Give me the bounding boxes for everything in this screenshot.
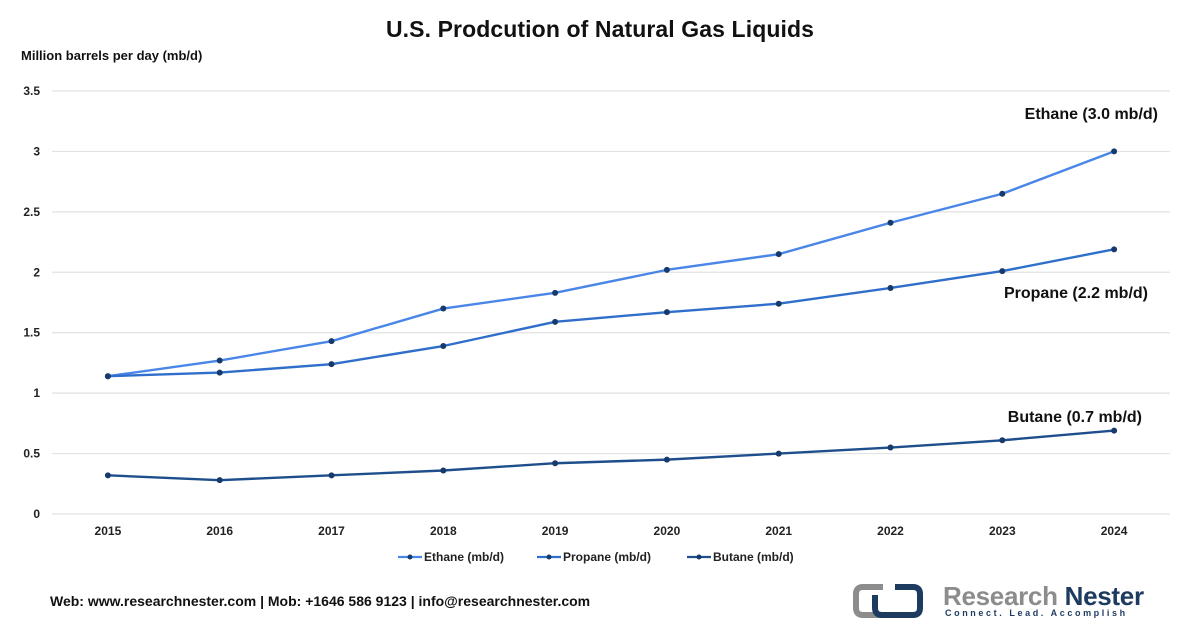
- x-tick-label: 2019: [542, 524, 569, 538]
- gridlines: [52, 90, 1170, 515]
- data-point: [663, 266, 670, 273]
- legend-label: Butane (mb/d): [713, 550, 794, 564]
- data-point: [440, 467, 447, 474]
- data-point: [999, 268, 1006, 275]
- data-point: [663, 456, 670, 463]
- legend-label: Propane (mb/d): [563, 550, 651, 564]
- series-annotation: Butane (0.7 mb/d): [1008, 409, 1142, 426]
- legend: Ethane (mb/d) Propane (mb/d) Butane (mb/d): [398, 550, 794, 564]
- y-tick-label: 0: [33, 507, 40, 521]
- x-tick-label: 2021: [765, 524, 792, 538]
- series-annotation: Ethane (3.0 mb/d): [1025, 106, 1158, 123]
- x-tick-label: 2015: [95, 524, 122, 538]
- data-point: [552, 289, 559, 296]
- legend-swatch-marker: [696, 554, 702, 560]
- series-annotations: Ethane (3.0 mb/d) Propane (2.2 mb/d) Butan…: [1004, 106, 1158, 426]
- series-line: [107, 429, 1115, 482]
- series-butane: [104, 427, 1118, 484]
- y-tick-label: 2: [33, 265, 40, 279]
- legend-label: Ethane (mb/d): [424, 550, 504, 564]
- data-point: [104, 472, 111, 479]
- data-point: [440, 343, 447, 350]
- logo-brand-research: Research: [943, 581, 1058, 611]
- x-tick-label: 2020: [654, 524, 681, 538]
- series-annotation: Propane (2.2 mb/d): [1004, 285, 1148, 302]
- data-point: [775, 251, 782, 258]
- y-tick-label: 2.5: [23, 205, 40, 219]
- data-point: [999, 437, 1006, 444]
- x-tick-label: 2018: [430, 524, 457, 538]
- data-point: [887, 444, 894, 451]
- y-tick-label: 1.5: [23, 326, 40, 340]
- data-point: [1111, 148, 1118, 155]
- data-point: [328, 338, 335, 345]
- legend-item: Propane (mb/d): [537, 550, 651, 564]
- logo-tagline: Connect. Lead. Accomplish: [945, 608, 1128, 618]
- data-point: [440, 305, 447, 312]
- data-point: [216, 369, 223, 376]
- legend-item: Ethane (mb/d): [398, 550, 504, 564]
- y-axis-ticks: 0 0.5 1 1.5 2 2.5 3 3.5: [23, 84, 40, 521]
- series-ethane: [104, 148, 1118, 380]
- series-lines: [104, 148, 1118, 484]
- series-line: [107, 248, 1115, 378]
- data-point: [999, 190, 1006, 197]
- series-propane: [104, 246, 1118, 380]
- y-axis-label: Million barrels per day (mb/d): [21, 48, 203, 63]
- x-tick-label: 2024: [1101, 524, 1128, 538]
- data-point: [328, 361, 335, 368]
- line-chart: 0 0.5 1 1.5 2 2.5 3 3.5 2015 2016 2017 2018 2019 202…: [23, 84, 1170, 564]
- chart-title: U.S. Prodcution of Natural Gas Liquids: [385, 16, 815, 42]
- data-point: [663, 309, 670, 316]
- data-point: [887, 219, 894, 226]
- data-point: [1111, 427, 1118, 434]
- series-line: [107, 150, 1115, 378]
- x-tick-label: 2022: [877, 524, 904, 538]
- footer-contact: Web: www.researchnester.com | Mob: +1646…: [50, 593, 591, 609]
- legend-swatch-marker: [546, 554, 552, 560]
- data-point: [328, 472, 335, 479]
- y-tick-label: 1: [33, 386, 40, 400]
- x-tick-label: 2017: [318, 524, 345, 538]
- data-point: [552, 460, 559, 467]
- logo-brand-nester: Nester: [1064, 581, 1144, 611]
- data-point: [887, 284, 894, 291]
- data-point: [775, 300, 782, 307]
- data-point: [1111, 246, 1118, 253]
- data-point: [104, 373, 111, 380]
- y-tick-label: 0.5: [23, 447, 40, 461]
- research-nester-logo: Research Nester Connect. Lead. Accomplis…: [853, 580, 1173, 620]
- x-tick-label: 2023: [989, 524, 1016, 538]
- logo-mark-icon: [853, 584, 923, 618]
- data-point: [552, 318, 559, 325]
- y-tick-label: 3.5: [23, 84, 40, 98]
- data-point: [216, 357, 223, 364]
- legend-item: Butane (mb/d): [687, 550, 794, 564]
- legend-swatch-marker: [407, 554, 413, 560]
- x-axis-ticks: 2015 2016 2017 2018 2019 2020 2021 2022 2023 2024: [95, 524, 1128, 538]
- data-point: [775, 450, 782, 457]
- data-point: [216, 477, 223, 484]
- y-tick-label: 3: [33, 144, 40, 158]
- logo-brand: Research Nester: [943, 581, 1144, 612]
- x-tick-label: 2016: [206, 524, 233, 538]
